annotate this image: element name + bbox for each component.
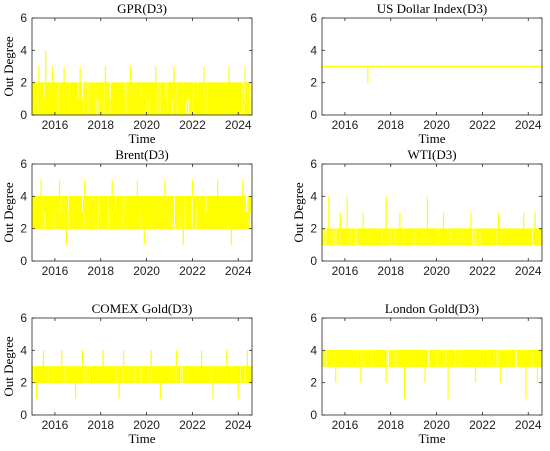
x-tick-label: 2020 <box>423 264 450 278</box>
x-tick-label: 2020 <box>423 418 450 432</box>
y-tick-label: 2 <box>20 222 27 236</box>
y-tick-label: 4 <box>310 43 317 57</box>
x-tick-label: 2024 <box>225 118 252 132</box>
x-tick-label: 2022 <box>469 264 496 278</box>
y-tick-label: 2 <box>20 76 27 90</box>
x-tick-label: 2016 <box>332 264 359 278</box>
y-tick-label: 6 <box>310 11 317 25</box>
y-axis-label: Out Degree <box>1 182 16 243</box>
x-tick-label: 2018 <box>377 418 404 432</box>
y-tick-label: 0 <box>310 408 317 422</box>
axes-frame <box>321 17 543 116</box>
subplot-1: 2016 2018 2020 2022 2024 0 2 4 6 GPR(D3) Time Out D… <box>1 1 253 146</box>
x-tick-label: 2022 <box>179 418 206 432</box>
y-tick-label: 6 <box>310 311 317 325</box>
x-tick-label: 2018 <box>87 418 114 432</box>
y-tick-label: 4 <box>310 189 317 203</box>
x-tick-label: 2016 <box>42 118 69 132</box>
chart-title: US Dollar Index(D3) <box>377 1 487 16</box>
axes-frame <box>321 163 543 262</box>
series-line <box>31 82 253 116</box>
axes-frame <box>31 17 253 116</box>
x-tick-label: 2018 <box>87 264 114 278</box>
y-axis-label: Out Degree <box>1 36 16 97</box>
series-line <box>31 366 253 384</box>
y-tick-label: 0 <box>20 254 27 268</box>
x-tick-label: 2020 <box>133 118 160 132</box>
series-line <box>322 228 543 246</box>
y-axis-label: Out Degree <box>291 182 306 243</box>
x-tick-label: 2024 <box>515 264 542 278</box>
y-tick-label: 0 <box>310 254 317 268</box>
y-axis-label: Out Degree <box>1 336 16 397</box>
subplot-6: 2016 2018 2020 2022 2024 0 2 4 6 London Gold(D3) T… <box>310 301 543 446</box>
x-tick-label: 2022 <box>469 418 496 432</box>
y-tick-label: 2 <box>20 376 27 390</box>
x-tick-label: 2024 <box>515 118 542 132</box>
chart-title: London Gold(D3) <box>385 301 479 316</box>
x-tick-label: 2024 <box>225 264 252 278</box>
x-tick-label: 2022 <box>469 118 496 132</box>
x-tick-label: 2016 <box>42 418 69 432</box>
x-tick-label: 2024 <box>225 418 252 432</box>
x-tick-label: 2020 <box>423 118 450 132</box>
x-tick-label: 2022 <box>179 118 206 132</box>
x-axis-label: Time <box>129 131 156 146</box>
y-tick-label: 6 <box>20 311 27 325</box>
x-axis-label: Time <box>419 431 446 446</box>
chart-title: COMEX Gold(D3) <box>92 301 193 316</box>
y-tick-label: 0 <box>20 108 27 122</box>
axes-frame <box>31 163 253 262</box>
axes-frame <box>321 317 543 416</box>
subplot-4: 2016 2018 2020 2022 2024 0 2 4 6 WTI(D3) Out Degre… <box>291 147 543 278</box>
y-tick-label: 6 <box>310 157 317 171</box>
y-tick-label: 2 <box>310 76 317 90</box>
y-tick-label: 4 <box>310 343 317 357</box>
x-tick-label: 2016 <box>332 118 359 132</box>
subplot-2: 2016 2018 2020 2022 2024 0 2 4 6 US Dollar Index(… <box>310 1 543 146</box>
y-tick-label: 6 <box>20 157 27 171</box>
y-tick-label: 4 <box>20 43 27 57</box>
chart-title: Brent(D3) <box>115 147 168 162</box>
x-tick-label: 2018 <box>87 118 114 132</box>
chart-title: GPR(D3) <box>117 1 167 16</box>
x-tick-label: 2022 <box>179 264 206 278</box>
x-axis-label: Time <box>419 131 446 146</box>
chart-title: WTI(D3) <box>407 147 456 162</box>
series-line <box>322 349 543 367</box>
x-tick-label: 2018 <box>377 264 404 278</box>
subplot-3: 2016 2018 2020 2022 2024 0 2 4 6 Brent(D3) Out Deg… <box>1 147 253 278</box>
x-tick-label: 2016 <box>42 264 69 278</box>
x-tick-label: 2020 <box>133 418 160 432</box>
y-tick-label: 2 <box>310 222 317 236</box>
subplot-5: 2016 2018 2020 2022 2024 0 2 4 6 COMEX Gold(D3) Ti… <box>1 301 253 446</box>
x-tick-label: 2018 <box>377 118 404 132</box>
y-tick-label: 2 <box>310 376 317 390</box>
series-line <box>31 195 252 230</box>
x-tick-label: 2024 <box>515 418 542 432</box>
y-tick-label: 6 <box>20 11 27 25</box>
x-tick-label: 2016 <box>332 418 359 432</box>
axes-frame <box>31 317 253 416</box>
y-tick-label: 0 <box>310 108 317 122</box>
y-tick-label: 0 <box>20 408 27 422</box>
y-tick-label: 4 <box>20 189 27 203</box>
y-tick-label: 4 <box>20 343 27 357</box>
x-axis-label: Time <box>129 431 156 446</box>
x-tick-label: 2020 <box>133 264 160 278</box>
